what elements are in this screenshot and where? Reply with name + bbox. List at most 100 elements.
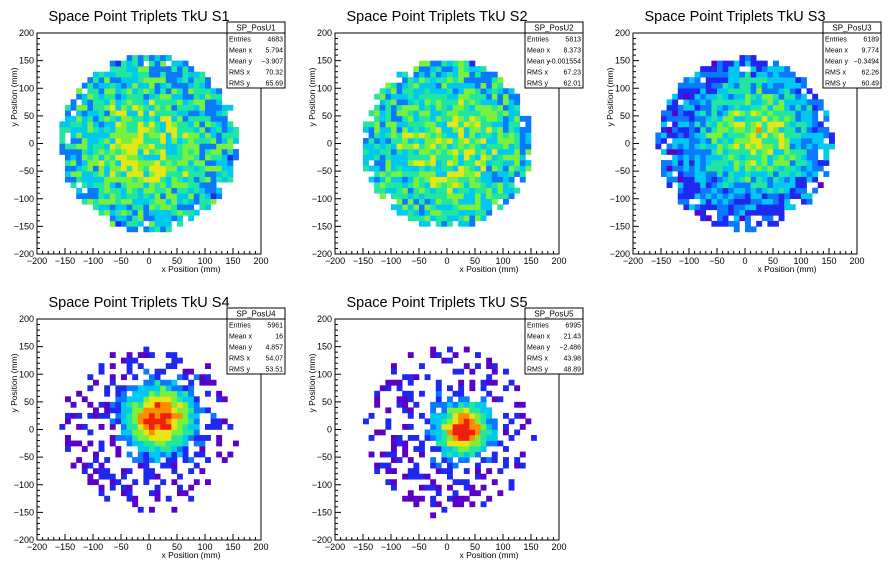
heatmap-bin xyxy=(497,160,504,166)
heatmap-bin xyxy=(391,479,397,486)
heatmap-bin xyxy=(216,171,223,177)
heatmap-bin xyxy=(514,385,521,392)
heatmap-bin xyxy=(717,82,723,89)
heatmap-bin xyxy=(154,143,161,150)
x-tick-label: 0 xyxy=(742,256,747,266)
heatmap-bin xyxy=(683,121,690,128)
heatmap-bin xyxy=(430,165,437,172)
heatmap-bin xyxy=(374,182,381,188)
heatmap-bin xyxy=(430,126,437,133)
heatmap-bin xyxy=(374,149,381,155)
heatmap-bin xyxy=(171,198,178,205)
heatmap-bin xyxy=(486,165,493,172)
heatmap-bin xyxy=(188,396,195,403)
heatmap-bin xyxy=(503,423,509,430)
heatmap-bin xyxy=(104,468,111,474)
heatmap-bin xyxy=(368,132,375,139)
heatmap-bin xyxy=(463,99,470,106)
heatmap-bin xyxy=(486,204,493,211)
heatmap-bin xyxy=(491,88,498,95)
heatmap-bin xyxy=(486,182,493,188)
heatmap-bin xyxy=(143,429,150,436)
heatmap-bin xyxy=(137,176,144,183)
heatmap-bin xyxy=(677,137,684,144)
heatmap-bin xyxy=(789,182,796,188)
heatmap-bin xyxy=(76,176,83,183)
heatmap-bin xyxy=(87,176,94,183)
heatmap-bin xyxy=(413,468,420,474)
heatmap-bin xyxy=(447,435,453,441)
heatmap-bin xyxy=(458,495,465,502)
heatmap-bin xyxy=(486,171,493,177)
heatmap-bin xyxy=(205,132,211,139)
heatmap-bin xyxy=(430,182,437,188)
stats-value: 5961 xyxy=(267,323,283,330)
heatmap-bin xyxy=(452,418,459,425)
heatmap-bin xyxy=(193,110,200,117)
heatmap-bin xyxy=(683,104,690,111)
heatmap-bin xyxy=(435,209,442,216)
heatmap-bin xyxy=(722,77,729,84)
heatmap-bin xyxy=(160,462,167,469)
heatmap-bin xyxy=(419,204,425,211)
heatmap-bin xyxy=(76,154,83,161)
heatmap-bin xyxy=(773,60,779,67)
heatmap-bin xyxy=(171,412,178,419)
heatmap-bin xyxy=(419,171,425,177)
heatmap-bin xyxy=(452,435,459,441)
heatmap-bin xyxy=(199,110,206,117)
heatmap-bin xyxy=(435,401,442,408)
heatmap-bin xyxy=(812,93,819,100)
stats-value: 8.373 xyxy=(563,48,581,55)
heatmap-bin xyxy=(413,88,420,95)
heatmap-bin xyxy=(508,171,515,177)
heatmap-bin xyxy=(452,154,459,161)
heatmap-bin xyxy=(689,110,695,117)
heatmap-bin xyxy=(126,171,133,177)
heatmap-bin xyxy=(149,374,155,381)
heatmap-bin xyxy=(722,209,729,216)
heatmap-bin xyxy=(391,171,397,177)
heatmap-bin xyxy=(210,198,217,205)
heatmap-bin xyxy=(182,104,189,111)
heatmap-bin xyxy=(109,77,116,84)
heatmap-bin xyxy=(391,176,397,183)
heatmap-bin xyxy=(177,385,183,392)
heatmap-bin xyxy=(126,187,133,194)
heatmap-bin xyxy=(109,149,116,155)
heatmap-bin xyxy=(121,182,127,188)
heatmap-bin xyxy=(441,357,448,364)
heatmap-bin xyxy=(402,93,409,100)
heatmap-bin xyxy=(700,82,707,89)
heatmap-bin xyxy=(199,149,206,155)
heatmap-bin xyxy=(435,352,442,358)
heatmap-bin xyxy=(93,77,99,84)
heatmap-bin xyxy=(683,198,690,205)
heatmap-bin xyxy=(463,401,470,408)
heatmap-bin xyxy=(70,176,77,183)
heatmap-bin xyxy=(801,115,807,122)
heatmap-bin xyxy=(160,423,167,430)
heatmap-bin xyxy=(745,209,751,216)
heatmap-bin xyxy=(773,176,779,183)
heatmap-bin xyxy=(126,220,133,227)
heatmap-bin xyxy=(402,182,409,188)
heatmap-bin xyxy=(177,193,183,200)
heatmap-bin xyxy=(795,154,802,161)
heatmap-bin xyxy=(745,215,751,222)
heatmap-bin xyxy=(711,193,718,200)
heatmap-bin xyxy=(391,93,397,100)
heatmap-bin xyxy=(430,418,437,425)
heatmap-bin xyxy=(177,401,183,408)
heatmap-bin xyxy=(733,220,740,227)
heatmap-bin xyxy=(126,193,133,200)
heatmap-bin xyxy=(430,88,437,95)
x-tick-label: −50 xyxy=(709,256,724,266)
heatmap-bin xyxy=(70,154,77,161)
heatmap-bin xyxy=(402,198,409,205)
heatmap-bin xyxy=(165,154,172,161)
heatmap-bin xyxy=(694,187,701,194)
heatmap-bin xyxy=(789,93,796,100)
heatmap-bin xyxy=(221,418,228,425)
heatmap-bin xyxy=(441,506,448,513)
